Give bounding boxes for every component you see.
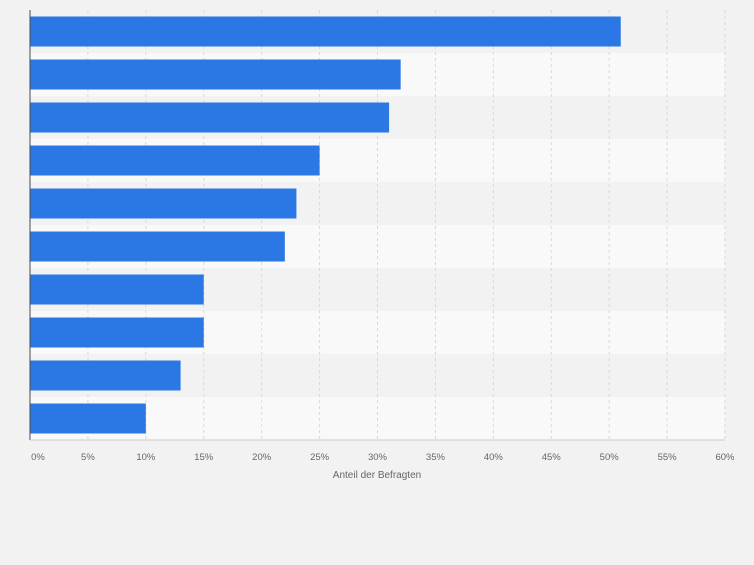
bar <box>30 317 204 348</box>
axes <box>29 10 725 441</box>
x-tick-label: 55% <box>658 452 678 463</box>
x-tick-label: 25% <box>310 452 330 463</box>
x-tick-label: 10% <box>136 452 156 463</box>
x-tick-label: 20% <box>252 452 272 463</box>
bar <box>30 403 146 434</box>
x-tick-labels: 0% 5% 10% 15% 20% 25% 30% 35% 40% 45% 50% 55% 60% <box>31 452 735 463</box>
bar <box>30 231 285 262</box>
x-tick-label: 30% <box>368 452 388 463</box>
x-tick-label: 0% <box>31 452 45 463</box>
bar <box>30 59 401 90</box>
bar <box>30 102 390 133</box>
x-tick-label: 60% <box>715 452 735 463</box>
x-axis-label: Anteil der Befragten <box>333 470 421 481</box>
x-tick-label: 35% <box>426 452 446 463</box>
x-tick-label: 15% <box>194 452 214 463</box>
x-tick-label: 5% <box>81 452 95 463</box>
bar <box>30 360 181 391</box>
bar <box>30 188 297 219</box>
x-tick-label: 40% <box>484 452 504 463</box>
bar <box>30 145 320 176</box>
bar <box>30 16 621 47</box>
x-tick-label: 45% <box>542 452 562 463</box>
x-tick-label: 50% <box>600 452 620 463</box>
bar <box>30 274 204 305</box>
bar-series <box>30 16 621 434</box>
